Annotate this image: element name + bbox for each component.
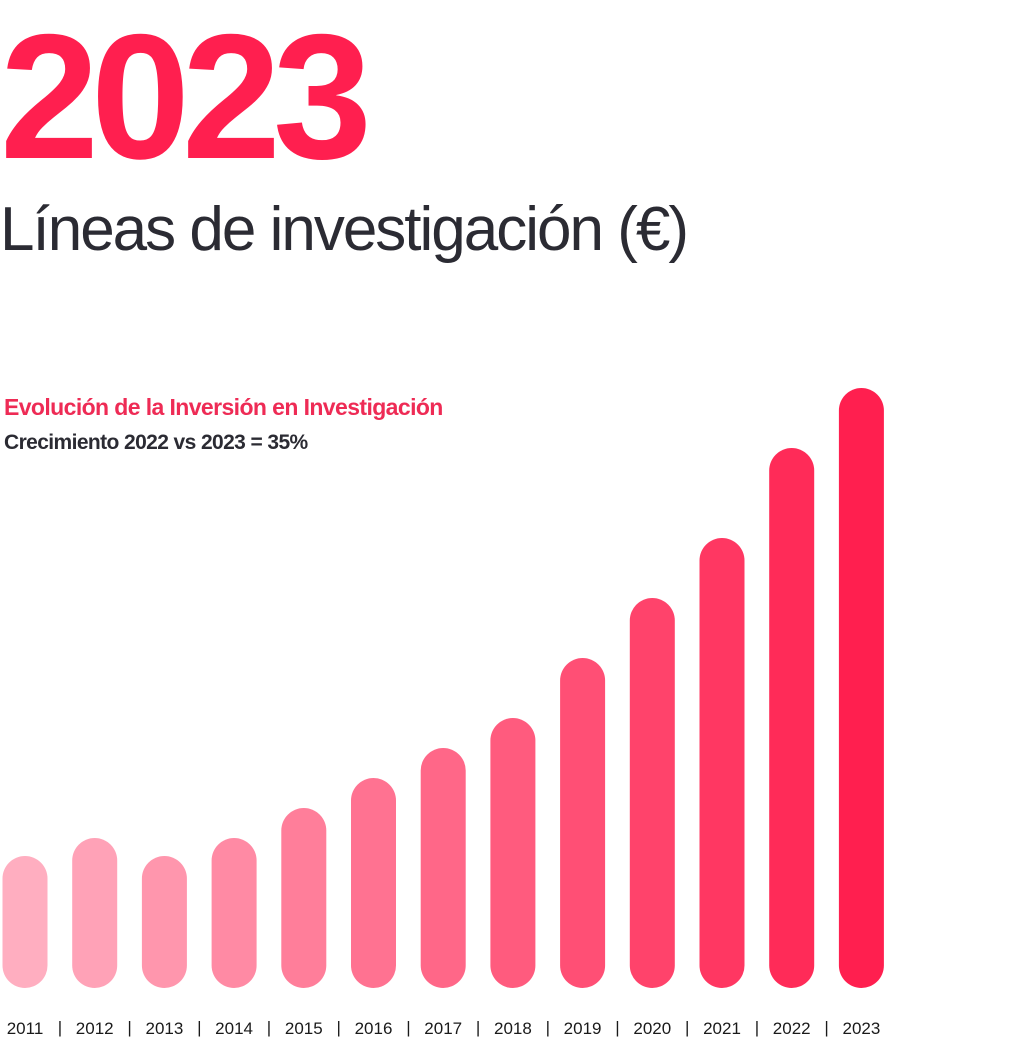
- x-tick-separator: |: [336, 1018, 340, 1037]
- x-tick-label: 2019: [564, 1019, 602, 1038]
- x-tick-label: 2023: [842, 1019, 880, 1038]
- x-tick-label: 2011: [7, 1019, 44, 1038]
- x-tick-separator: |: [615, 1018, 619, 1037]
- x-tick-separator: |: [824, 1018, 828, 1037]
- x-tick-separator: |: [406, 1018, 410, 1037]
- bar-2018: [490, 718, 536, 988]
- chart-subtitle: Crecimiento 2022 vs 2023 = 35%: [4, 431, 308, 454]
- x-tick-separator: |: [127, 1018, 131, 1037]
- x-tick-separator: |: [685, 1018, 689, 1037]
- page-title: Líneas de investigación (€): [0, 195, 689, 264]
- x-tick-separator: |: [755, 1018, 759, 1037]
- bar-2014: [211, 838, 257, 988]
- bar-2022: [769, 448, 815, 988]
- bar-2020: [629, 598, 675, 988]
- x-tick-separator: |: [267, 1018, 271, 1037]
- x-tick-label: 2013: [145, 1019, 183, 1038]
- x-tick-label: 2020: [633, 1019, 671, 1038]
- bar-2017: [420, 748, 466, 988]
- x-tick-label: 2021: [703, 1019, 741, 1038]
- chart-title: Evolución de la Inversión en Investigaci…: [4, 394, 443, 420]
- bar-2015: [281, 808, 327, 988]
- x-tick-label: 2022: [773, 1019, 811, 1038]
- bar-2011: [2, 856, 48, 988]
- x-tick-label: 2015: [285, 1019, 323, 1038]
- x-axis-ticks: 2011 | 2012 | 2013 | 2014 | 2015 | 2016 | 2017 | 2018 |…: [7, 1018, 881, 1038]
- x-tick-label: 2017: [424, 1019, 462, 1038]
- x-tick-separator: |: [476, 1018, 480, 1037]
- x-tick-label: 2012: [76, 1019, 114, 1038]
- x-tick-separator: |: [546, 1018, 550, 1037]
- bar-group: [2, 388, 884, 988]
- x-tick-separator: |: [197, 1018, 201, 1037]
- bar-2016: [351, 778, 396, 988]
- x-tick-label: 2016: [355, 1019, 393, 1038]
- bar-2013: [141, 856, 187, 988]
- bar-2012: [72, 838, 118, 988]
- page-year: 2023: [0, 0, 372, 196]
- x-tick-separator: |: [58, 1018, 62, 1037]
- bar-2021: [699, 538, 745, 988]
- bar-2019: [560, 658, 606, 988]
- x-tick-label: 2014: [215, 1019, 253, 1038]
- bar-2023: [838, 388, 884, 988]
- x-tick-label: 2018: [494, 1019, 532, 1038]
